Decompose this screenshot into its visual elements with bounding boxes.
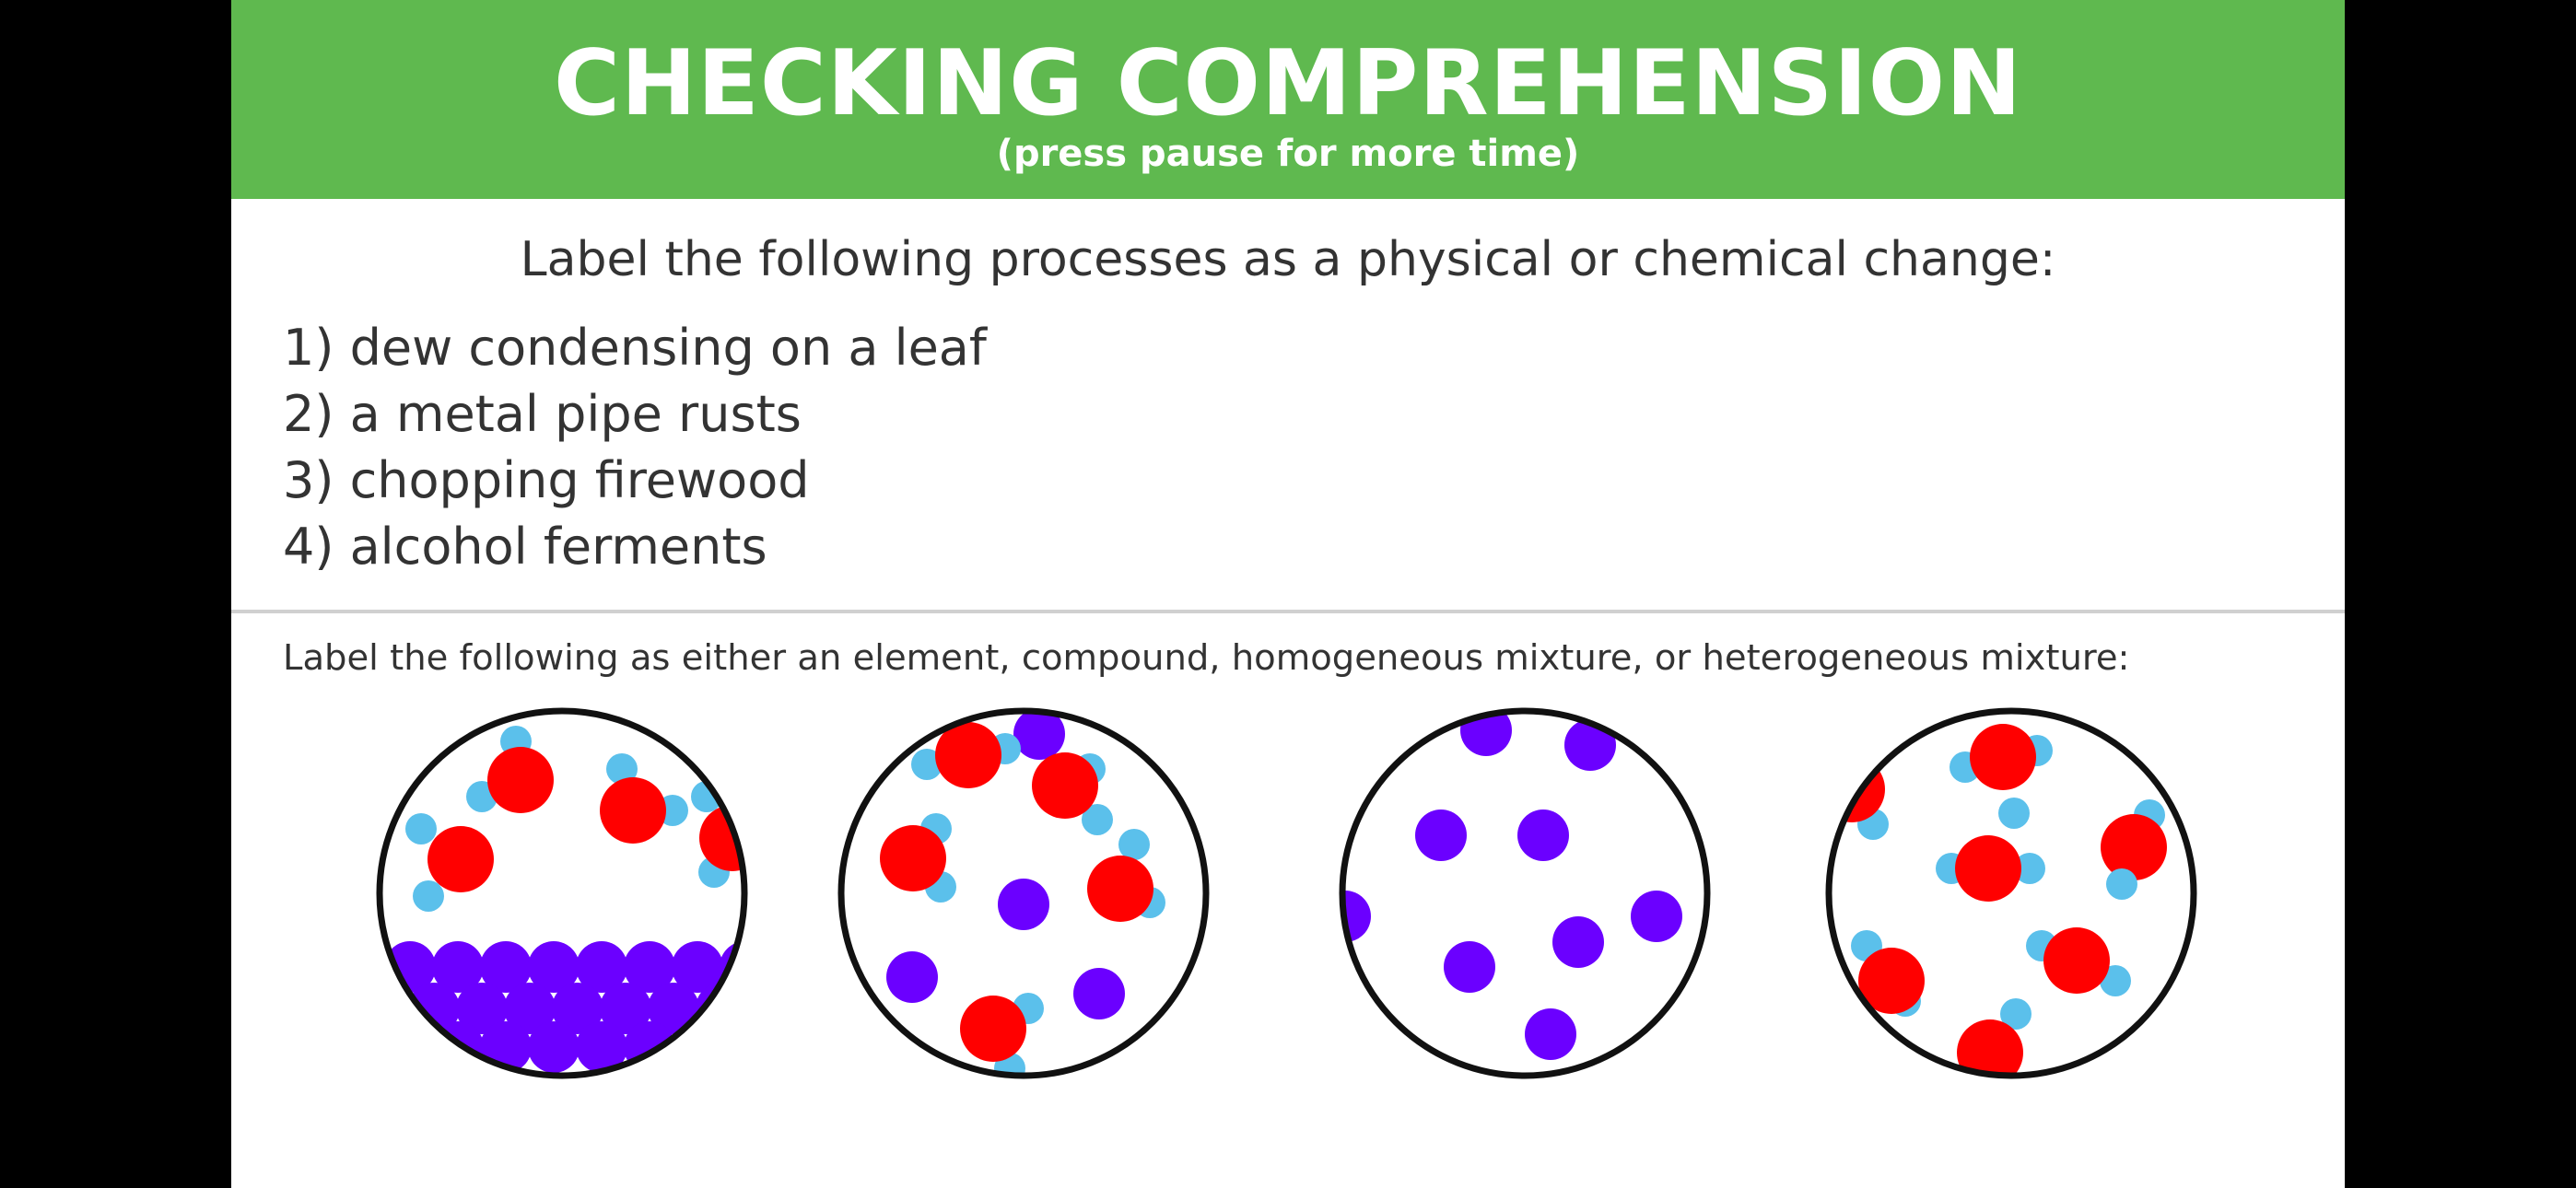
molecule [2026,927,2131,996]
question-1-prompt: Label the following processes as a physi… [520,232,2056,287]
question-1-item: 2) a metal pipe rusts [283,385,802,443]
molecule [1950,724,2053,790]
particle-diagram-3 [1336,705,1714,1082]
question-1-list: 1) dew condensing on a leaf 2) a metal p… [283,315,987,580]
molecule [1032,752,1113,835]
molecule [960,993,1044,1076]
title-banner: CHECKING COMPREHENSION (press pause for … [231,0,2345,199]
molecule [1998,798,2167,880]
molecule [405,813,494,912]
molecule [466,726,554,813]
molecule [880,813,956,903]
molecule [1087,829,1165,922]
question-1-item: 3) chopping firewood [283,451,810,509]
molecule [2106,868,2137,900]
section-divider [231,610,2345,613]
question-1-item: 1) dew condensing on a leaf [283,319,987,377]
banner-title: CHECKING COMPREHENSION [553,31,2023,136]
molecule [600,753,688,844]
molecule [1851,930,1925,1017]
particle-diagram-4 [1822,705,2200,1082]
molecule [911,722,1021,788]
molecule [1936,835,2045,902]
question-1-item: 4) alcohol ferments [283,518,767,576]
particle-diagram-2 [835,705,1212,1082]
particle-diagram-1 [373,705,751,1082]
question-2-prompt: Label the following as either an element… [283,637,2130,679]
banner-subtitle: (press pause for more time) [996,133,1580,175]
purple-atom-layer [384,941,744,1073]
molecule [691,781,744,888]
slide: CHECKING COMPREHENSION (press pause for … [231,0,2345,1188]
